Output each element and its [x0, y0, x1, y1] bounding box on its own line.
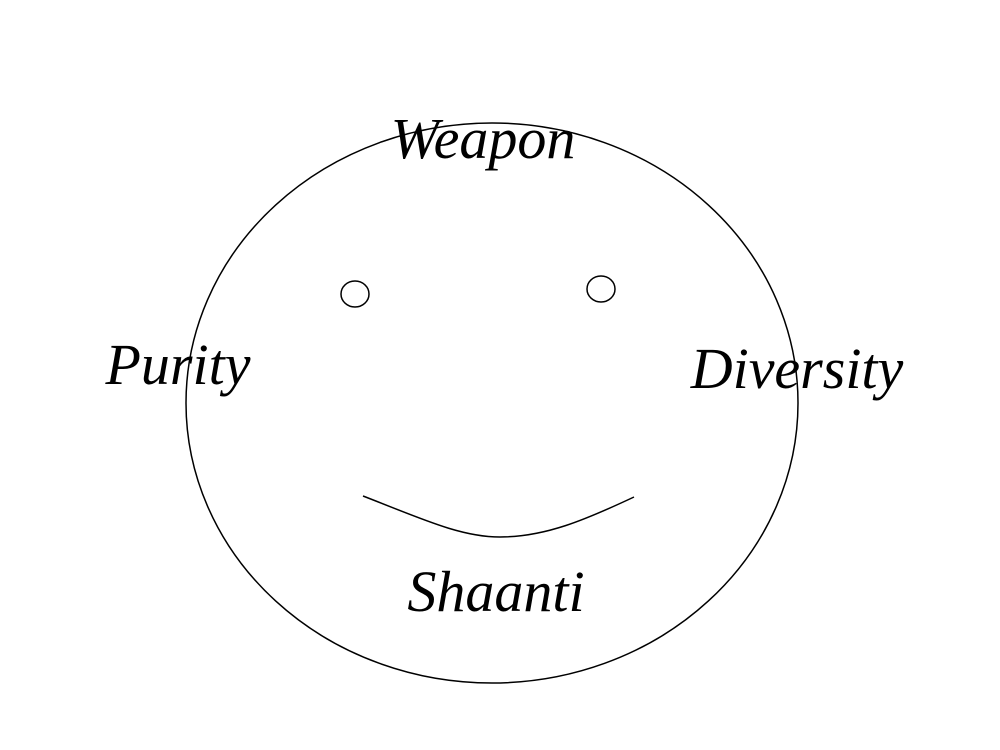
label-top: Weapon: [391, 106, 576, 171]
label-left: Purity: [105, 332, 251, 397]
smile-mouth: [362, 495, 635, 538]
right-eye: [586, 275, 616, 303]
face-outline: [185, 122, 799, 684]
left-eye: [340, 280, 370, 308]
label-right: Diversity: [690, 336, 904, 401]
label-bottom: Shaanti: [407, 559, 584, 624]
